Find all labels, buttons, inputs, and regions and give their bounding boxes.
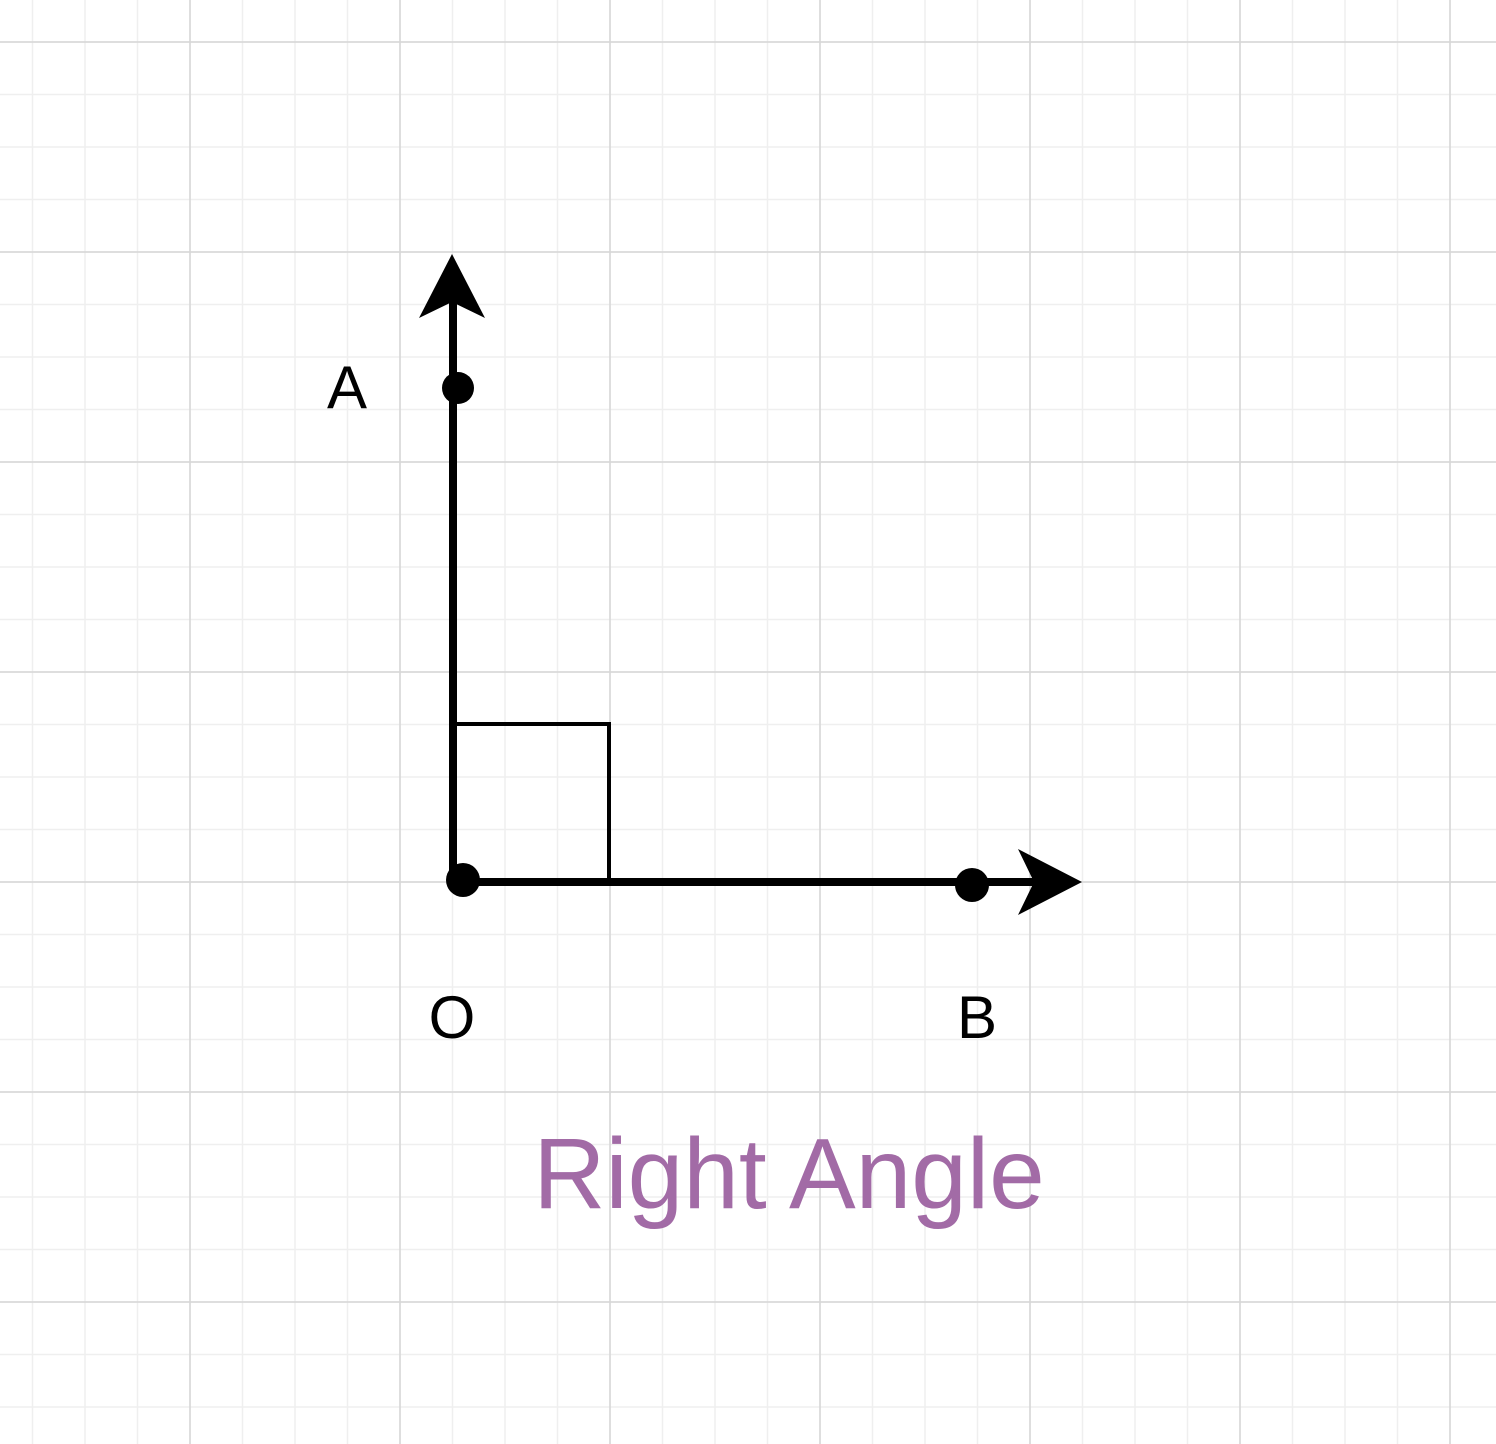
point-b	[955, 868, 989, 902]
point-o	[446, 863, 480, 897]
label-o: O	[429, 984, 476, 1051]
label-a: A	[327, 354, 367, 421]
label-b: B	[957, 984, 997, 1051]
arrowhead-b	[1018, 849, 1082, 915]
arrowhead-a	[419, 254, 485, 318]
point-a	[442, 372, 474, 404]
right-angle-marker	[453, 722, 611, 882]
diagram-title: Right Angle	[533, 1118, 1044, 1230]
